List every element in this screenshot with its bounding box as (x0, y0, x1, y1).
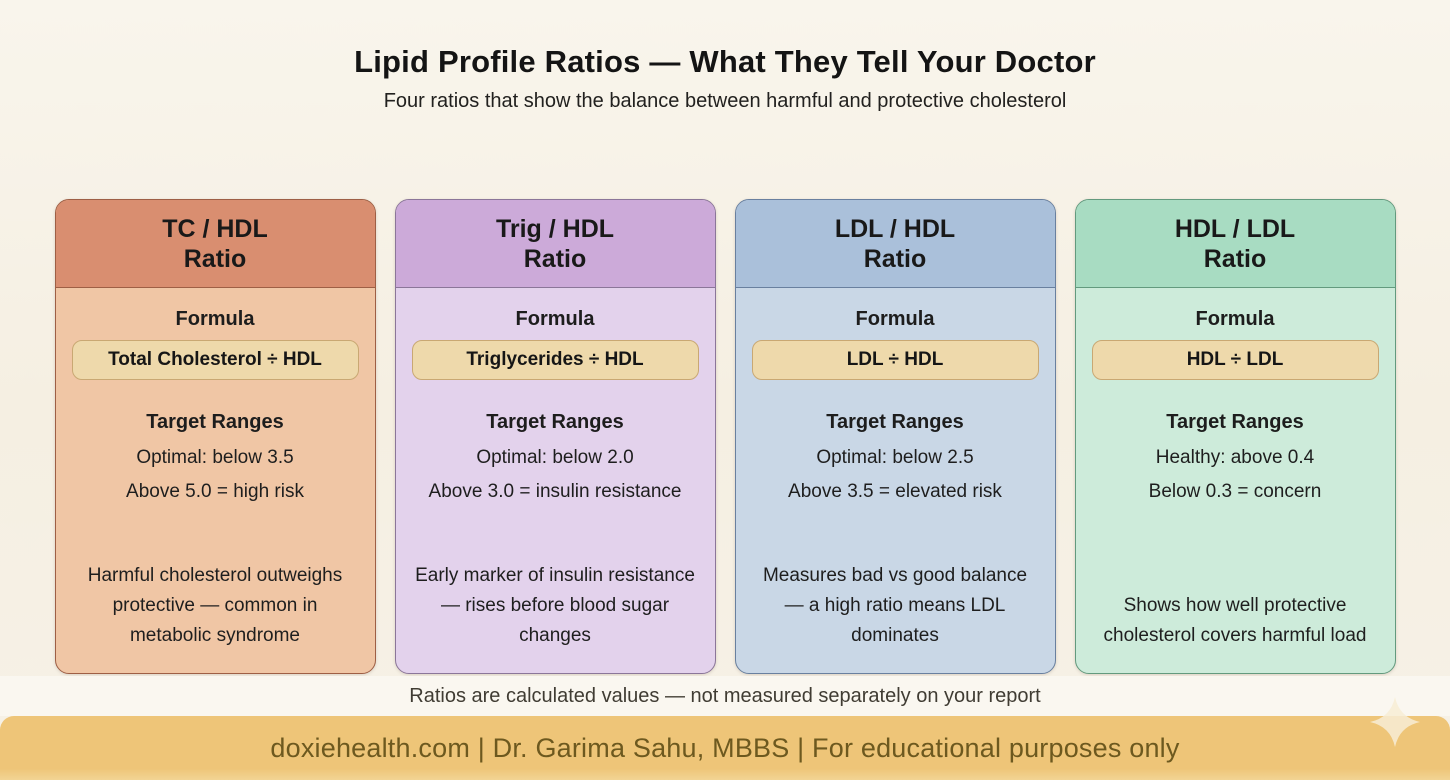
card-trig-hdl-body: Formula Triglycerides ÷ HDL Target Range… (396, 288, 715, 673)
card-title-line2: Ratio (523, 244, 587, 273)
target-ranges-label: Target Ranges (146, 411, 284, 433)
card-title-line1: HDL / LDL (1174, 214, 1296, 243)
page-subtitle: Four ratios that show the balance betwee… (383, 90, 1067, 112)
card-hdl-ldl-header: HDL / LDL Ratio (1075, 200, 1395, 288)
formula-label: Formula (175, 308, 255, 330)
card-title-line1: LDL / HDL (834, 214, 956, 243)
card-title-line2: Ratio (183, 244, 247, 273)
range-risk: Above 5.0 = high risk (126, 481, 304, 502)
card-description: Harmful cholesterol outweighs protective… (87, 565, 343, 646)
card-title-line1: Trig / HDL (495, 214, 615, 243)
card-title-line2: Ratio (863, 244, 927, 273)
target-ranges: Optimal: below 3.5 Above 5.0 = high risk (126, 441, 304, 509)
target-ranges-label: Target Ranges (486, 411, 624, 433)
formula-label: Formula (1195, 308, 1275, 330)
card-ldl-hdl-header: LDL / HDL Ratio (735, 200, 1055, 288)
card-title-line1: TC / HDL (162, 214, 268, 243)
target-ranges: Optimal: below 2.5 Above 3.5 = elevated … (788, 441, 1002, 509)
range-concern: Below 0.3 = concern (1148, 481, 1322, 502)
card-tc-hdl: TC / HDL Ratio Formula Total Cholesterol… (54, 199, 376, 674)
sparkle-icon (1370, 697, 1420, 747)
target-ranges-label: Target Ranges (1166, 411, 1304, 433)
infographic-canvas: Lipid Profile Ratios — What They Tell Yo… (0, 44, 1450, 780)
target-ranges: Healthy: above 0.4 Below 0.3 = concern (1149, 441, 1322, 509)
target-ranges-label: Target Ranges (826, 411, 964, 433)
footnote-text: Ratios are calculated values — not measu… (409, 684, 1041, 707)
formula-box: LDL ÷ HDL (751, 340, 1039, 380)
footer-credit-text: doxiehealth.com | Dr. Garima Sahu, MBBS … (270, 732, 1180, 763)
card-trig-hdl: Trig / HDL Ratio Formula Triglycerides ÷… (394, 199, 716, 674)
range-optimal: Optimal: below 2.0 (476, 447, 634, 468)
card-hdl-ldl: HDL / LDL Ratio Formula HDL ÷ LDL Target… (1074, 199, 1396, 674)
range-healthy: Healthy: above 0.4 (1155, 447, 1315, 468)
card-title-line2: Ratio (1203, 244, 1267, 273)
card-tc-hdl-header: TC / HDL Ratio (55, 200, 375, 288)
card-ldl-hdl: LDL / HDL Ratio Formula LDL ÷ HDL Target… (734, 199, 1056, 674)
card-description: Measures bad vs good balance — a high ra… (762, 565, 1028, 646)
page-title: Lipid Profile Ratios — What They Tell Yo… (354, 44, 1096, 79)
target-ranges: Optimal: below 2.0 Above 3.0 = insulin r… (429, 441, 682, 509)
range-optimal: Optimal: below 2.5 (816, 447, 974, 468)
card-description: Shows how well protective cholesterol co… (1103, 595, 1367, 646)
formula-label: Formula (855, 308, 935, 330)
card-ldl-hdl-body: Formula LDL ÷ HDL Target Ranges Optimal:… (736, 288, 1055, 673)
card-trig-hdl-header: Trig / HDL Ratio (395, 200, 715, 288)
formula-label: Formula (515, 308, 595, 330)
range-risk: Above 3.5 = elevated risk (788, 481, 1002, 502)
formula-box: Triglycerides ÷ HDL (411, 340, 699, 380)
card-tc-hdl-body: Formula Total Cholesterol ÷ HDL Target R… (56, 288, 375, 673)
card-hdl-ldl-body: Formula HDL ÷ LDL Target Ranges Healthy:… (1076, 288, 1395, 673)
range-optimal: Optimal: below 3.5 (136, 447, 294, 468)
ratio-cards-row: TC / HDL Ratio Formula Total Cholesterol… (0, 199, 1450, 674)
formula-box: HDL ÷ LDL (1091, 340, 1379, 380)
footer-bar: doxiehealth.com | Dr. Garima Sahu, MBBS … (0, 716, 1450, 780)
footnote-strip: Ratios are calculated values — not measu… (0, 676, 1450, 716)
formula-box: Total Cholesterol ÷ HDL (71, 340, 359, 380)
range-risk: Above 3.0 = insulin resistance (428, 481, 682, 502)
card-description: Early marker of insulin resistance — ris… (415, 565, 695, 646)
